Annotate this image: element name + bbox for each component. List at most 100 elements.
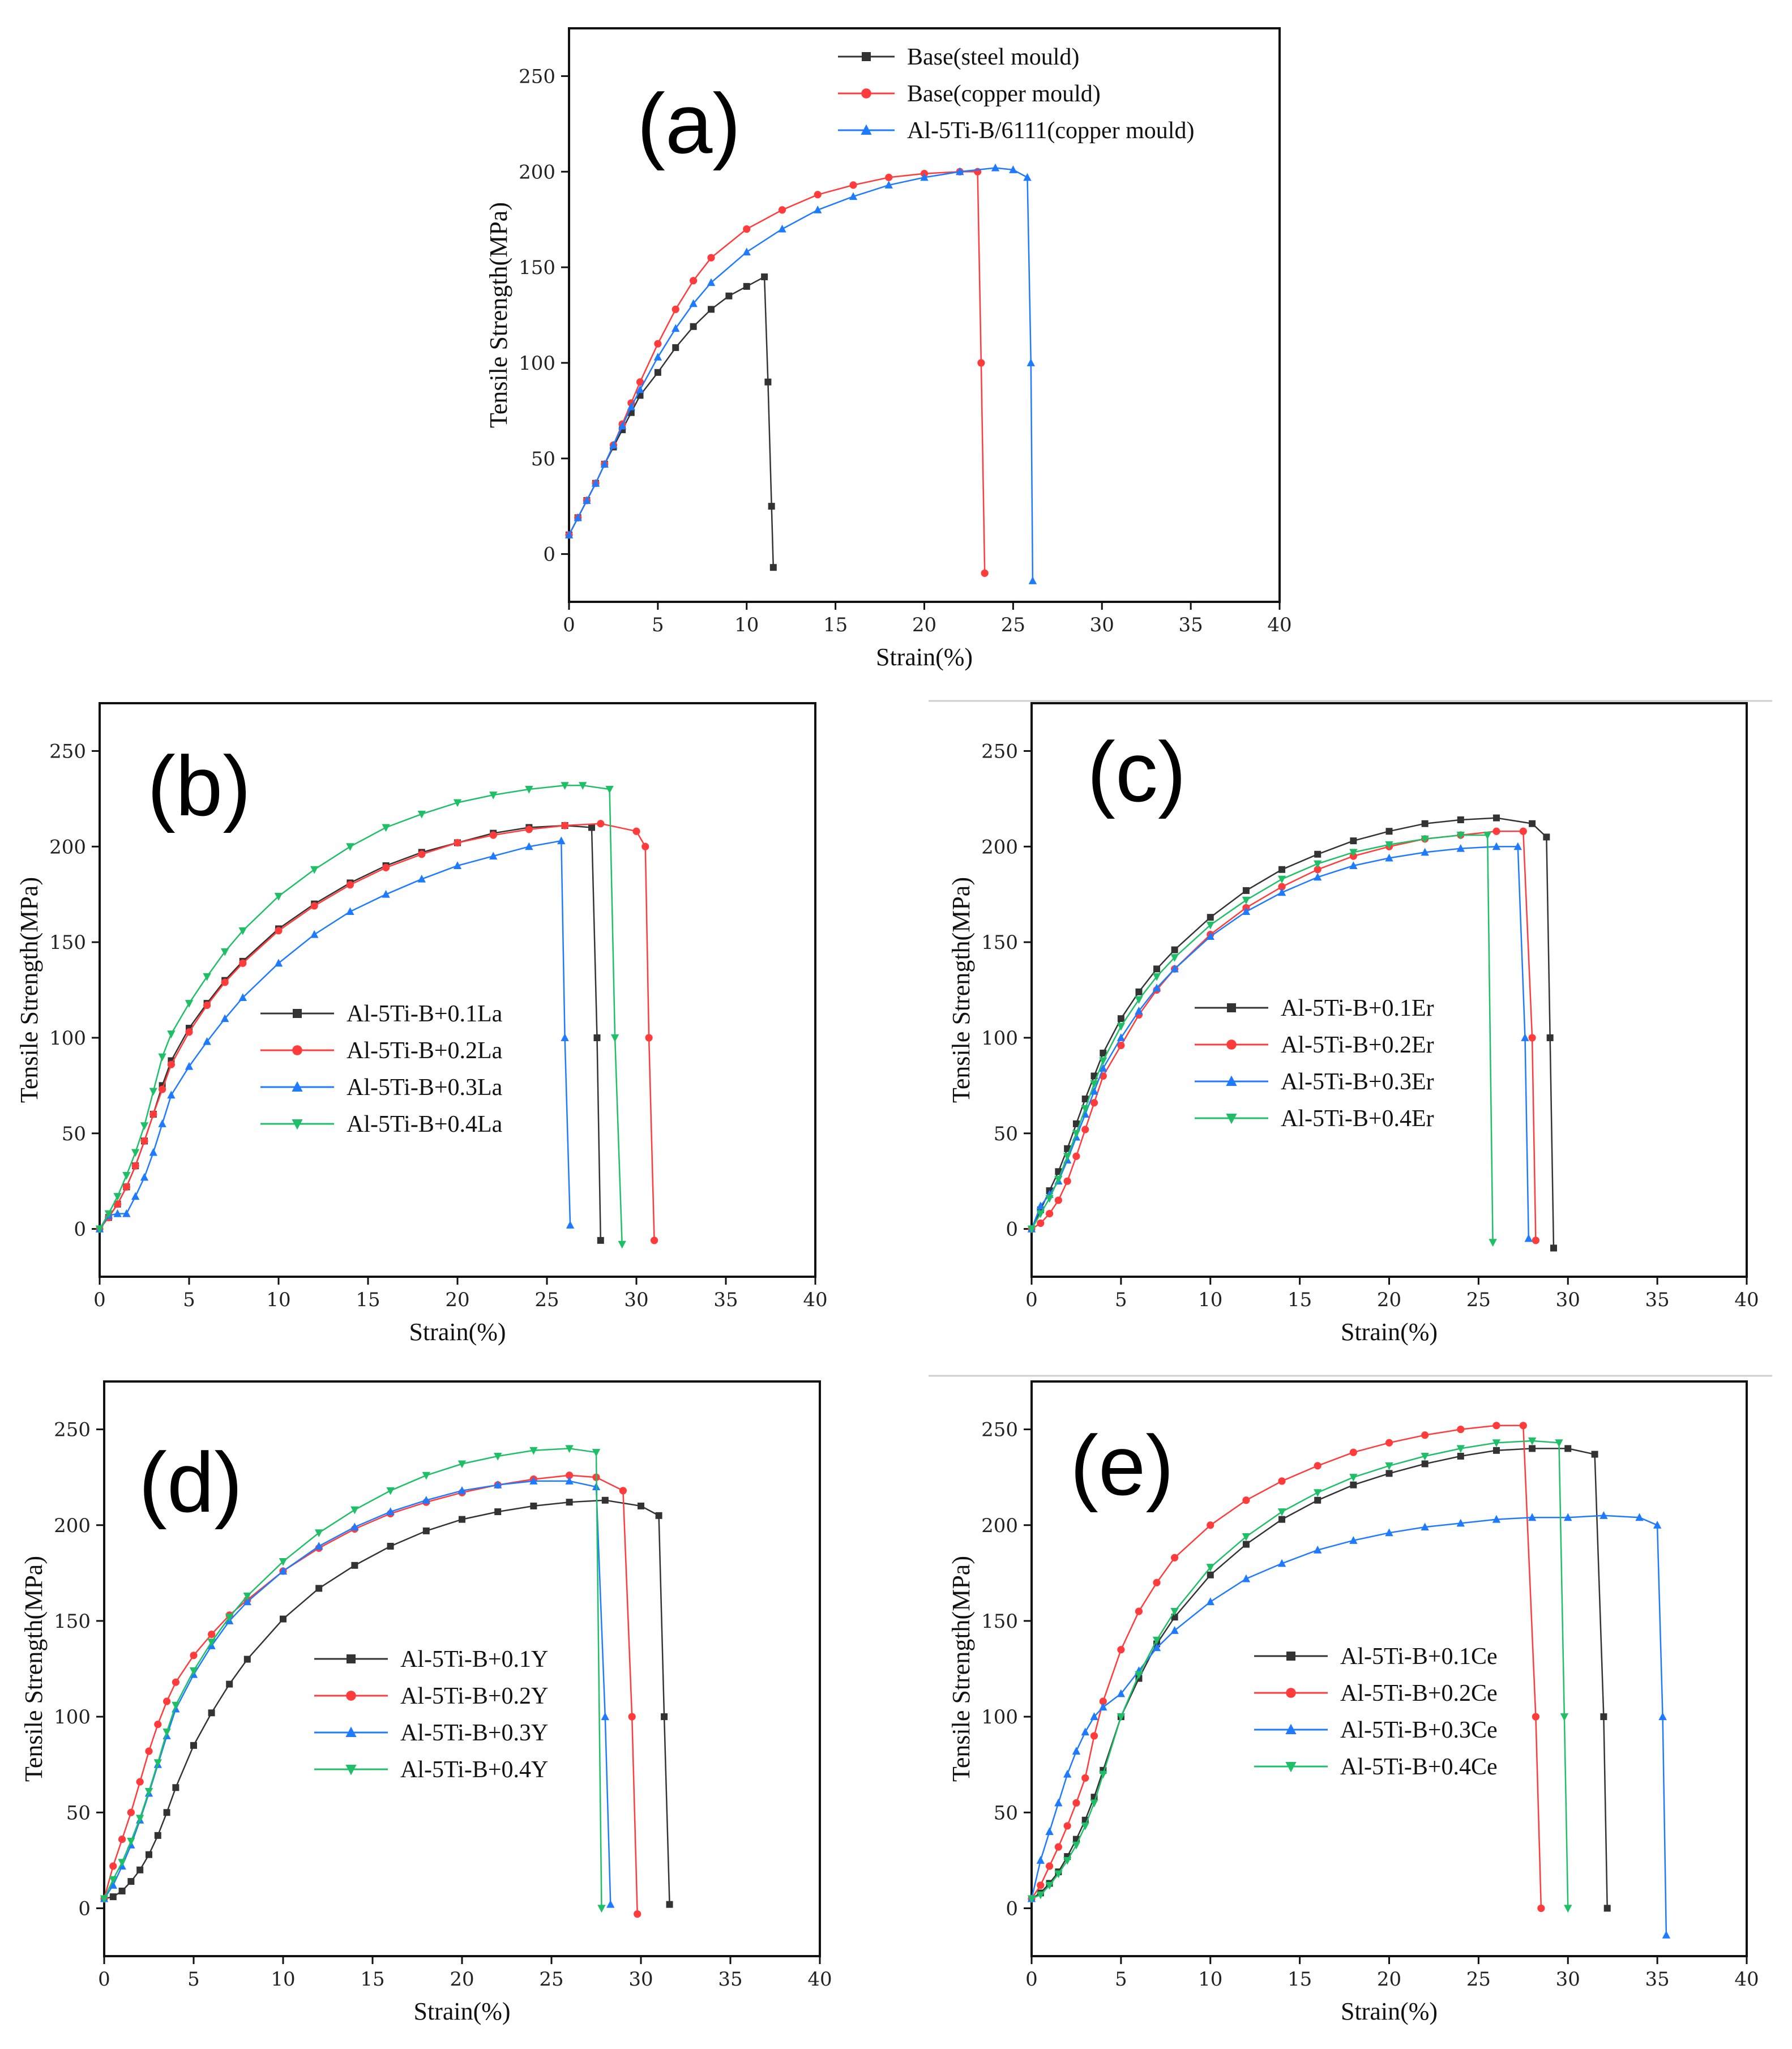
data-point bbox=[274, 893, 283, 901]
data-point bbox=[238, 993, 247, 1002]
data-point bbox=[1081, 1774, 1089, 1782]
data-point bbox=[1171, 1554, 1179, 1562]
x-axis-title: Strain(%) bbox=[876, 643, 973, 671]
data-point bbox=[557, 836, 566, 845]
x-tick-label: 30 bbox=[624, 1289, 648, 1311]
data-point bbox=[1207, 914, 1214, 921]
data-point bbox=[140, 1173, 149, 1181]
data-point bbox=[1603, 1905, 1611, 1912]
data-point bbox=[1543, 833, 1550, 841]
data-point bbox=[1560, 1713, 1569, 1721]
data-point bbox=[1519, 827, 1527, 835]
data-point bbox=[1099, 1064, 1107, 1072]
data-point bbox=[591, 478, 600, 487]
x-tick-label: 0 bbox=[563, 614, 575, 636]
data-point bbox=[1421, 1522, 1429, 1531]
y-tick-label: 0 bbox=[1006, 1218, 1018, 1241]
data-point bbox=[1599, 1511, 1608, 1519]
legend: Base(steel mould) Base(copper mould) Al-5T… bbox=[838, 44, 1194, 144]
data-point bbox=[172, 1678, 179, 1686]
panel-label: (e) bbox=[1070, 1418, 1174, 1513]
data-point bbox=[154, 1721, 162, 1729]
y-tick-label: 150 bbox=[519, 256, 555, 279]
data-point bbox=[1090, 1732, 1098, 1740]
y-tick-label: 100 bbox=[981, 1027, 1018, 1050]
x-tick-label: 15 bbox=[1288, 1289, 1312, 1311]
data-point bbox=[1349, 861, 1358, 870]
data-point bbox=[453, 799, 462, 807]
data-point bbox=[158, 1119, 166, 1127]
data-point bbox=[566, 1221, 575, 1229]
data-point bbox=[145, 1747, 153, 1755]
data-point bbox=[1206, 1597, 1214, 1606]
data-point bbox=[185, 1062, 194, 1070]
legend-label: Al-5Ti-B+0.2Ce bbox=[1340, 1680, 1498, 1706]
data-point bbox=[1072, 1130, 1081, 1138]
data-point bbox=[1100, 1049, 1107, 1056]
data-point bbox=[583, 496, 591, 504]
x-tick-label: 0 bbox=[1025, 1289, 1038, 1311]
data-point bbox=[422, 1495, 430, 1504]
data-point bbox=[1456, 1518, 1465, 1527]
data-point bbox=[1385, 853, 1393, 862]
legend-label: Al-5Ti-B/6111(copper mould) bbox=[907, 118, 1194, 144]
data-point bbox=[1492, 1515, 1501, 1523]
data-point bbox=[1555, 1439, 1563, 1448]
data-point bbox=[422, 1471, 430, 1480]
legend-label: Al-5Ti-B+0.1La bbox=[347, 1001, 503, 1027]
data-point bbox=[122, 1172, 131, 1180]
data-point bbox=[1063, 1177, 1071, 1185]
data-point bbox=[1385, 1462, 1393, 1470]
data-point bbox=[190, 1742, 197, 1749]
series-4 bbox=[1027, 831, 1497, 1247]
data-point bbox=[1170, 954, 1179, 962]
data-point bbox=[1492, 1439, 1501, 1448]
data-point bbox=[1532, 1237, 1540, 1244]
data-point bbox=[1492, 1422, 1500, 1430]
x-tick-label: 30 bbox=[1556, 1289, 1580, 1311]
data-point bbox=[1090, 1080, 1098, 1088]
x-tick-label: 20 bbox=[445, 1289, 469, 1311]
data-point bbox=[382, 824, 390, 832]
data-point bbox=[661, 1713, 668, 1721]
data-point bbox=[159, 1085, 166, 1093]
data-point bbox=[778, 224, 786, 233]
legend-label: Al-5Ti-B+0.1Ce bbox=[1340, 1644, 1498, 1670]
data-point bbox=[1045, 1862, 1054, 1870]
data-point bbox=[346, 843, 354, 852]
data-point bbox=[185, 1000, 194, 1008]
data-point bbox=[225, 1614, 234, 1622]
series-3 bbox=[95, 836, 575, 1233]
data-point bbox=[1036, 1201, 1045, 1210]
data-point bbox=[1117, 1023, 1126, 1031]
x-tick-label: 40 bbox=[803, 1289, 827, 1311]
data-point bbox=[149, 1148, 157, 1156]
legend-marker bbox=[1285, 1762, 1297, 1773]
x-tick-label: 25 bbox=[1466, 1968, 1491, 1991]
data-point bbox=[310, 902, 318, 910]
y-tick-label: 200 bbox=[981, 1515, 1018, 1537]
data-point bbox=[1170, 964, 1179, 973]
data-point bbox=[1206, 921, 1214, 930]
x-tick-label: 0 bbox=[1025, 1968, 1038, 1991]
data-point bbox=[1278, 866, 1286, 873]
data-point bbox=[597, 820, 605, 828]
data-point bbox=[574, 513, 582, 521]
data-point bbox=[109, 1876, 117, 1884]
data-point bbox=[743, 225, 751, 233]
data-point bbox=[1117, 1713, 1126, 1721]
data-point bbox=[561, 822, 569, 829]
data-point bbox=[1385, 828, 1393, 835]
data-point bbox=[221, 1014, 229, 1023]
data-point bbox=[1037, 1881, 1045, 1889]
data-point bbox=[243, 1656, 251, 1663]
data-point bbox=[814, 191, 822, 199]
data-point bbox=[1170, 1626, 1179, 1634]
data-point bbox=[1350, 837, 1357, 845]
data-point bbox=[315, 1529, 323, 1538]
legend-marker bbox=[292, 1081, 303, 1092]
data-point bbox=[1090, 1799, 1098, 1808]
data-point bbox=[634, 1910, 641, 1918]
data-point bbox=[1492, 842, 1501, 850]
x-tick-label: 40 bbox=[1734, 1289, 1759, 1311]
